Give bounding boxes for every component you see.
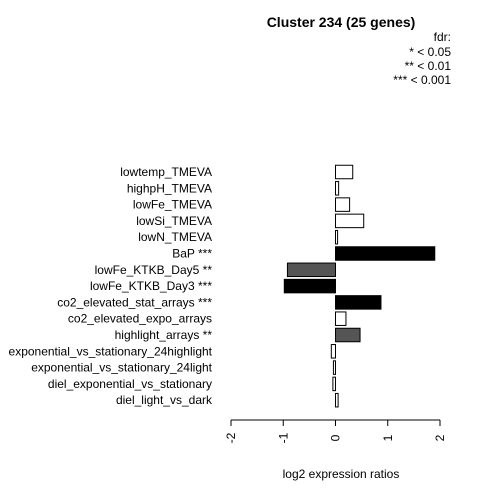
bar <box>283 278 337 294</box>
category-label: lowSi_TMEVA <box>136 214 212 228</box>
bar <box>335 295 382 310</box>
bar <box>332 376 337 392</box>
bar <box>335 197 351 212</box>
bar <box>335 164 354 180</box>
category-labels: lowtemp_TMEVA highpH_TMEVA lowFe_TMEVA lowS… <box>9 165 213 407</box>
category-label: lowtemp_TMEVA <box>120 165 212 179</box>
bar <box>286 262 336 278</box>
category-label: exponential_vs_stationary_24light <box>31 361 212 375</box>
category-label: lowFe_TMEVA <box>133 198 212 212</box>
legend-entry-3: *** < 0.001 <box>393 73 451 87</box>
category-label: lowFe_KTKB_Day3 *** <box>90 279 212 293</box>
x-tick-label: -2 <box>224 432 238 443</box>
x-axis-label: log2 expression ratios <box>283 467 400 481</box>
category-label: BaP *** <box>172 247 212 261</box>
category-label: exponential_vs_stationary_24highlight <box>9 344 213 358</box>
bar <box>330 344 337 359</box>
x-axis: -2 -1 0 1 2 <box>224 419 447 443</box>
x-tick-label: -1 <box>276 432 290 443</box>
legend-entry-1: * < 0.05 <box>409 45 451 59</box>
bar <box>335 229 339 245</box>
category-label: co2_elevated_stat_arrays *** <box>57 295 212 309</box>
category-label: highlight_arrays ** <box>115 328 213 342</box>
x-tick-label: 2 <box>433 434 447 441</box>
x-tick-label: 1 <box>381 434 395 441</box>
bar <box>335 392 339 408</box>
category-label: co2_elevated_expo_arrays <box>68 312 212 326</box>
category-label: lowFe_KTKB_Day5 ** <box>95 263 213 277</box>
legend: fdr: * < 0.05 ** < 0.01 *** < 0.001 <box>393 30 451 87</box>
bar <box>332 360 337 375</box>
category-label: lowN_TMEVA <box>138 230 212 244</box>
bar <box>335 181 340 196</box>
bar <box>335 213 365 229</box>
bars <box>283 164 436 408</box>
x-tick-label: 0 <box>329 434 343 441</box>
legend-entry-2: ** < 0.01 <box>405 59 452 73</box>
category-label: highpH_TMEVA <box>127 181 212 195</box>
bar <box>335 246 436 261</box>
legend-title: fdr: <box>434 30 451 44</box>
chart-title: Cluster 234 (25 genes) <box>267 14 416 30</box>
bar <box>335 327 361 343</box>
category-label: diel_exponential_vs_stationary <box>48 377 212 391</box>
category-label: diel_light_vs_dark <box>116 393 213 407</box>
bar <box>335 311 347 326</box>
